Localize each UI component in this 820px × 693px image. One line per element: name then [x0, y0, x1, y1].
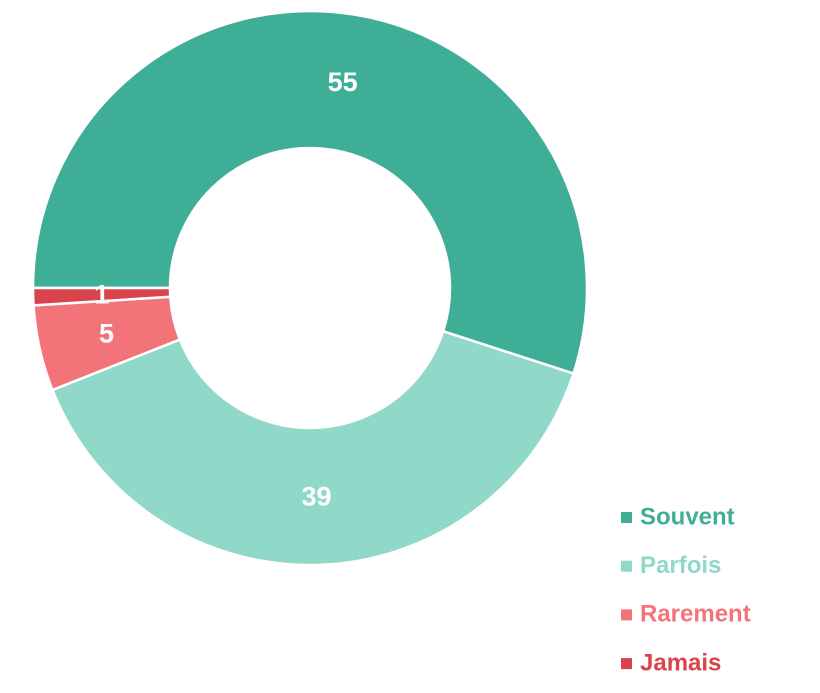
legend-swatch	[621, 512, 632, 523]
data-label: 1	[94, 280, 109, 310]
legend-label: Souvent	[640, 503, 735, 530]
data-label: 55	[328, 67, 358, 97]
donut-segment	[50, 329, 576, 567]
legend-label: Parfois	[640, 552, 721, 579]
data-label: 39	[302, 482, 332, 512]
legend-swatch	[621, 560, 632, 572]
legend-label: Rarement	[640, 601, 751, 628]
donut-segment	[31, 286, 172, 307]
donut-segment	[31, 9, 589, 376]
legend-label: Jamais	[640, 649, 721, 676]
data-label: 5	[99, 319, 114, 349]
legend-swatch	[621, 609, 632, 621]
legend-swatch	[621, 658, 632, 670]
